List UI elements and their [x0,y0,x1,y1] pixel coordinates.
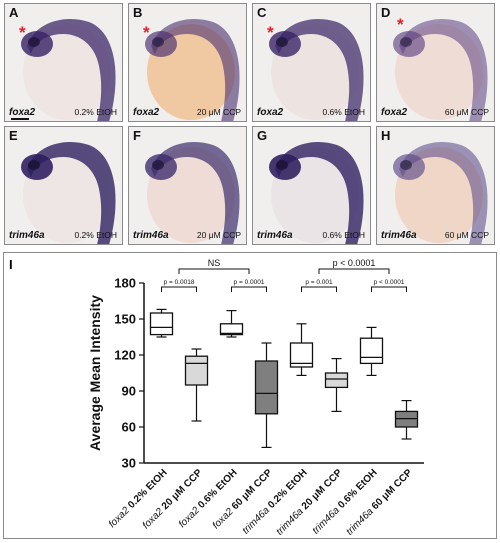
significance-label: p < 0.0001 [333,258,376,268]
embryo-image-panel-d: D * foxa2 60 μM CCP [376,3,495,122]
panel-label-h: H [381,128,391,143]
box-iqr [254,360,279,415]
gene-label: trim46a [9,230,45,241]
panel-label-e: E [9,128,18,143]
condition-label: 0.6% EtOH [322,107,365,117]
y-tick-label: 30 [122,456,136,471]
panel-label-i: I [9,257,13,272]
significance-bracket [301,286,337,292]
embryo-image [393,142,488,244]
box-iqr [359,337,384,365]
significance-label: p < 0.0001 [374,279,405,286]
y-tick-label: 150 [114,312,136,327]
asterisk-marker: * [267,23,274,42]
x-tick-label: trim46a 0.2% EtOH [241,467,310,536]
condition-label: 60 μM CCP [444,230,489,240]
y-tick-label: 180 [114,276,136,291]
gene-label: foxa2 [381,107,408,118]
condition-label: 0.6% EtOH [322,230,365,240]
y-axis-title: Average Mean Intensity [87,295,103,451]
embryo-image [269,19,364,121]
embryo-image [145,142,240,244]
condition-label: 0.2% EtOH [74,230,117,240]
box-iqr [184,355,209,386]
box-plot-panel: I 30 60 90 120 150 180 Average Mean Intensity f… [3,252,497,539]
embryo-image [145,19,240,121]
gene-label: foxa2 [9,107,36,118]
x-tick-label: foxa2 60 μM CCP [211,467,275,531]
gene-label: foxa2 [257,107,284,118]
significance-label: p = 0.0018 [164,279,195,286]
x-tick-label: trim46a 0.6% EtOH [311,467,380,536]
condition-label: 20 μM CCP [196,230,241,240]
x-tick-label: trim46a 20 μM CCP [274,467,345,538]
panel-label-a: A [9,5,19,20]
panel-label-b: B [133,5,143,20]
embryo-image [269,142,364,244]
significance-label: NS [208,258,221,268]
x-tick-label: trim46a 60 μM CCP [344,467,415,538]
condition-label: 0.2% EtOH [74,107,117,117]
x-tick-label: foxa2 0.2% EtOH [107,467,170,530]
asterisk-marker: * [397,15,404,34]
significance-bracket [161,286,197,292]
embryo-image-panel-c: C * foxa2 0.6% EtOH [252,3,371,122]
gene-label: trim46a [257,230,293,241]
asterisk-marker: * [143,23,150,42]
box-iqr [289,342,314,368]
gene-label: trim46a [381,230,417,241]
asterisk-marker: * [19,23,26,42]
significance-bracket [231,286,267,292]
significance-label: p = 0.0001 [234,279,265,286]
embryo-image-panel-b: B * foxa2 20 μM CCP [128,3,247,122]
embryo-image [393,19,488,121]
significance-label: p = 0.001 [305,279,333,286]
significance-bracket [318,268,390,274]
y-tick-label: 60 [122,420,136,435]
panel-label-c: C [257,5,267,20]
significance-bracket [371,286,407,292]
panel-label-f: F [133,128,141,143]
condition-label: 20 μM CCP [196,107,241,117]
scale-bar [11,118,29,120]
gene-label: trim46a [133,230,169,241]
box-iqr [149,312,174,336]
embryo-image-panel-a: A * foxa2 0.2% EtOH [4,3,123,122]
embryo-image [21,142,116,244]
y-tick-label: 120 [114,348,136,363]
embryo-image [21,19,116,121]
panel-label-g: G [257,128,268,143]
x-tick-label: foxa2 20 μM CCP [141,467,205,531]
box-iqr [219,323,244,336]
panel-label-d: D [381,5,391,20]
gene-label: foxa2 [133,107,160,118]
condition-label: 60 μM CCP [444,107,489,117]
significance-bracket [178,268,250,274]
box-iqr [324,372,349,389]
y-tick-label: 90 [122,384,136,399]
